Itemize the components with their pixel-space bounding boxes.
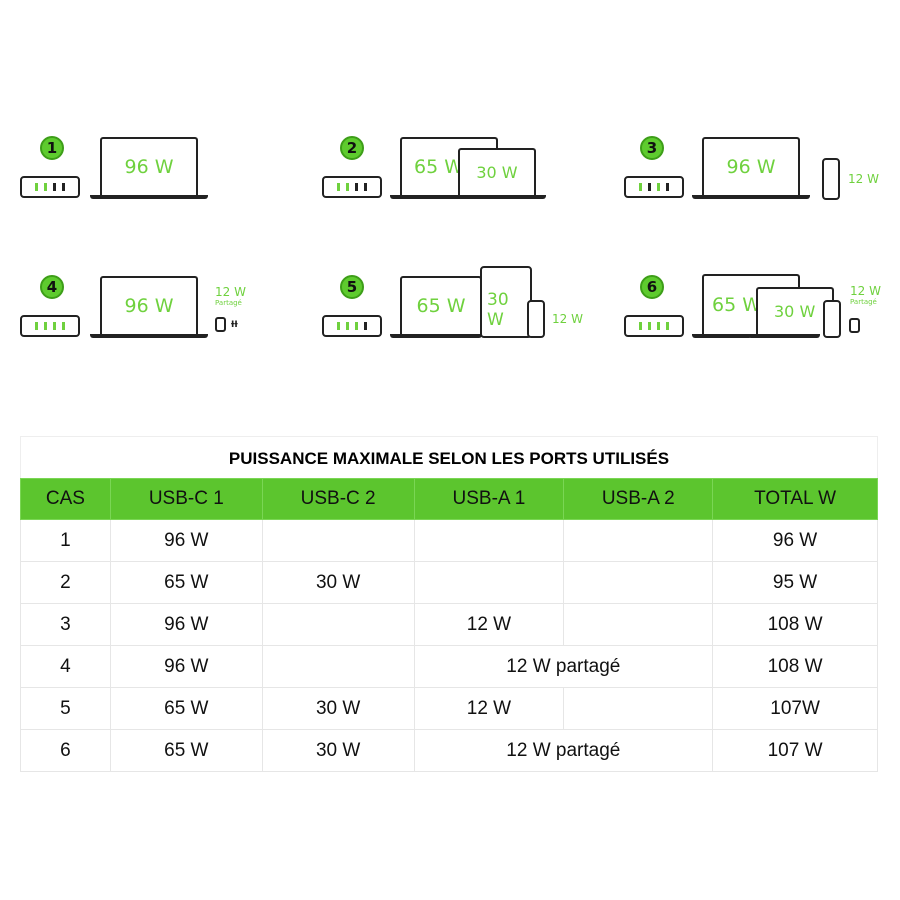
shared-note: Partagé xyxy=(215,299,242,307)
column-header: USB-A 1 xyxy=(413,478,565,520)
laptop-base xyxy=(390,334,482,338)
column-header: TOTAL W xyxy=(712,478,878,520)
cell-usba1 xyxy=(413,519,565,562)
laptop-base xyxy=(748,334,820,338)
cell-usba2 xyxy=(563,519,714,562)
charger-icon xyxy=(624,315,684,337)
cell-usbc1: 65 W xyxy=(109,729,263,772)
table-title: PUISSANCE MAXIMALE SELON LES PORTS UTILI… xyxy=(20,436,878,478)
cell-usbc1: 96 W xyxy=(109,603,263,646)
cell-usbc1: 65 W xyxy=(109,687,263,730)
power-label: 12 W xyxy=(215,285,246,299)
table-header-row: CAS USB-C 1 USB-C 2 USB-A 1 USB-A 2 TOTA… xyxy=(20,478,878,520)
table-row: 5 65 W 30 W 12 W 107W xyxy=(20,687,878,730)
laptop-base xyxy=(692,195,810,199)
scenario-number-badge: 3 xyxy=(640,136,664,160)
cell-usba1: 12 W xyxy=(413,687,565,730)
phone-icon xyxy=(822,158,840,200)
cell-total: 108 W xyxy=(712,603,878,646)
scenario-number-badge: 2 xyxy=(340,136,364,160)
column-header: CAS xyxy=(20,478,111,520)
laptop-icon: 96 W xyxy=(702,137,800,195)
charger-icon xyxy=(20,176,80,198)
cell-total: 107W xyxy=(712,687,878,730)
laptop-base xyxy=(90,334,208,338)
cell-cas: 5 xyxy=(20,687,111,730)
cell-cas: 6 xyxy=(20,729,111,772)
cell-usba-shared: 12 W partagé xyxy=(413,645,714,688)
cell-usbc2: 30 W xyxy=(261,561,415,604)
laptop-icon: 30 W xyxy=(458,148,536,195)
cell-usba1 xyxy=(413,561,565,604)
cell-usba2 xyxy=(563,687,714,730)
watch-icon xyxy=(849,318,860,333)
cell-usbc1: 96 W xyxy=(109,645,263,688)
cell-usba1: 12 W xyxy=(413,603,565,646)
cell-usba2 xyxy=(563,603,714,646)
scenario-number-badge: 4 xyxy=(40,275,64,299)
laptop-base xyxy=(692,334,752,338)
cell-cas: 2 xyxy=(20,561,111,604)
cell-cas: 1 xyxy=(20,519,111,562)
earbuds-icon: ᵼᵼ xyxy=(231,316,238,330)
charger-icon xyxy=(20,315,80,337)
cell-total: 107 W xyxy=(712,729,878,772)
cell-total: 95 W xyxy=(712,561,878,604)
column-header: USB-C 2 xyxy=(261,478,415,520)
table-row: 1 96 W 96 W xyxy=(20,519,878,562)
cell-total: 96 W xyxy=(712,519,878,562)
watch-icon xyxy=(215,317,226,332)
cell-usbc2 xyxy=(261,603,415,646)
shared-note: Partagé xyxy=(850,298,877,306)
table-row: 4 96 W 12 W partagé 108 W xyxy=(20,645,878,688)
cell-usba2 xyxy=(563,561,714,604)
column-header: USB-C 1 xyxy=(109,478,263,520)
laptop-icon: 30 W xyxy=(756,287,834,334)
scenario-number-badge: 6 xyxy=(640,275,664,299)
charger-icon xyxy=(322,176,382,198)
table-row: 6 65 W 30 W 12 W partagé 107 W xyxy=(20,729,878,772)
phone-icon xyxy=(823,300,841,338)
laptop-base xyxy=(390,195,460,199)
power-table: PUISSANCE MAXIMALE SELON LES PORTS UTILI… xyxy=(20,436,878,772)
cell-usbc1: 96 W xyxy=(109,519,263,562)
laptop-icon: 96 W xyxy=(100,276,198,334)
laptop-icon: 96 W xyxy=(100,137,198,195)
charger-icon xyxy=(624,176,684,198)
cell-usbc2: 30 W xyxy=(261,729,415,772)
cell-cas: 4 xyxy=(20,645,111,688)
phone-icon xyxy=(527,300,545,338)
laptop-base xyxy=(450,195,546,199)
scenario-number-badge: 1 xyxy=(40,136,64,160)
charger-icon xyxy=(322,315,382,337)
table-row: 3 96 W 12 W 108 W xyxy=(20,603,878,646)
cell-cas: 3 xyxy=(20,603,111,646)
power-label: 12 W xyxy=(552,312,583,326)
laptop-icon: 65 W xyxy=(400,276,482,334)
cell-usbc2 xyxy=(261,519,415,562)
tablet-icon: 30 W xyxy=(480,266,532,338)
cell-usbc2: 30 W xyxy=(261,687,415,730)
scenario-number-badge: 5 xyxy=(340,275,364,299)
cell-total: 108 W xyxy=(712,645,878,688)
cell-usbc1: 65 W xyxy=(109,561,263,604)
laptop-base xyxy=(90,195,208,199)
cell-usbc2 xyxy=(261,645,415,688)
power-label: 12 W xyxy=(848,172,879,186)
column-header: USB-A 2 xyxy=(563,478,714,520)
table-row: 2 65 W 30 W 95 W xyxy=(20,561,878,604)
cell-usba-shared: 12 W partagé xyxy=(413,729,714,772)
power-label: 12 W xyxy=(850,284,881,298)
